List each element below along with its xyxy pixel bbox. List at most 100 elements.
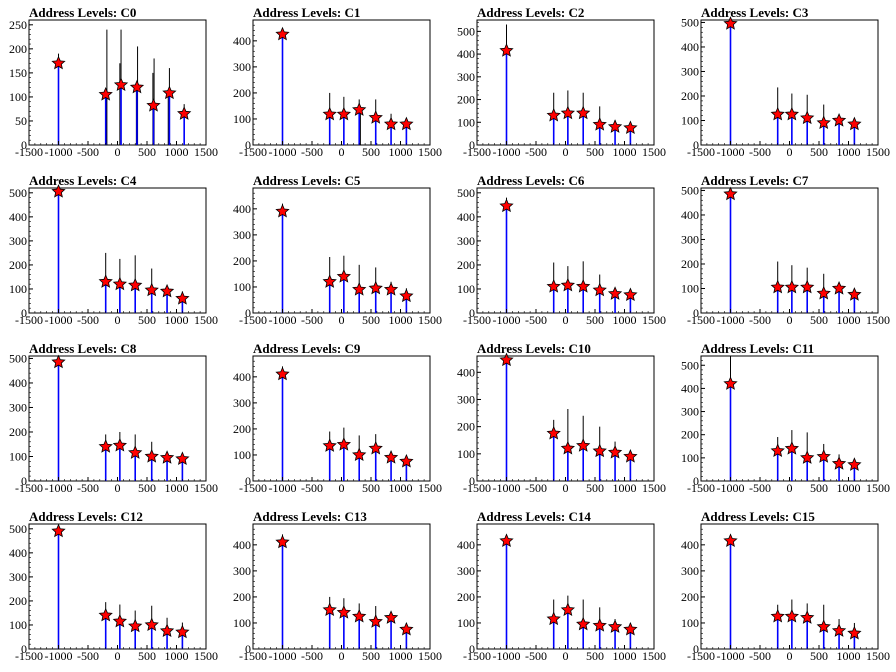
peak-marker: [51, 55, 66, 70]
histogram-bar-fill: [405, 124, 408, 145]
peak-marker: [770, 608, 785, 623]
histogram-bar-fill: [567, 285, 569, 313]
peak-marker: [607, 119, 623, 133]
y-tick-label: 100: [9, 90, 27, 104]
histogram-panel: Address Levels: C11 0 100 200 300 400 500 -1500…: [672, 336, 896, 504]
peak-marker: [159, 283, 175, 298]
histogram-bar-fill: [838, 630, 840, 649]
peak-marker: [144, 282, 159, 297]
peak-marker: [113, 77, 129, 91]
histogram-bar-fill: [104, 615, 107, 649]
peak-marker: [592, 443, 607, 458]
histogram-bar-fill: [104, 446, 107, 481]
histogram-bar-fill: [405, 629, 408, 649]
peak-marker: [336, 437, 351, 451]
histogram-bar-fill: [343, 444, 345, 481]
x-tick-label: -500: [525, 481, 547, 495]
peak-marker: [831, 280, 847, 295]
histogram-panel: Address Levels: C14 0 100 200 300 400 -1500 -10…: [448, 504, 672, 672]
y-tick-label: 500: [457, 186, 475, 200]
peak-marker: [275, 366, 290, 381]
x-tick-label: -500: [525, 145, 547, 159]
peak-marker: [368, 614, 383, 628]
y-tick-label: 400: [457, 538, 475, 552]
histogram-bar-fill: [281, 542, 284, 649]
x-tick-label: -1000: [717, 313, 745, 327]
histogram-bar-fill: [822, 626, 825, 649]
peak-marker: [383, 450, 399, 464]
histogram-bar-fill: [552, 619, 555, 649]
histogram-panel: Address Levels: C10 0 100 200 300 400 -1500 -10…: [448, 336, 672, 504]
peak-marker: [368, 280, 383, 295]
x-tick-label: 1000: [837, 481, 861, 495]
y-tick-label: 0: [21, 642, 27, 656]
histogram-bar-fill: [582, 445, 584, 481]
y-tick-label: 100: [233, 616, 251, 630]
histogram-bar-fill: [791, 287, 793, 313]
peak-marker: [322, 602, 337, 617]
y-tick-label: 300: [681, 405, 699, 419]
histogram-bar-fill: [853, 294, 856, 313]
histogram-bar-fill: [57, 531, 60, 649]
histogram-bar-fill: [791, 448, 793, 481]
x-tick-label: -1000: [45, 313, 73, 327]
histogram-bar-fill: [104, 94, 107, 145]
histogram-panel: Address Levels: C5 0 100 200 300 400 -1500 -100…: [224, 168, 448, 336]
x-tick-label: 0: [115, 481, 121, 495]
histogram-panel: Address Levels: C15 0 100 200 300 400 -1500 -10…: [672, 504, 896, 672]
x-tick-label: -500: [301, 313, 323, 327]
y-tick-label: 0: [21, 306, 27, 320]
y-tick-label: 400: [9, 376, 27, 390]
histogram-bar-fill: [598, 124, 601, 145]
x-tick-label: -500: [749, 145, 771, 159]
histogram-bar-fill: [791, 114, 793, 145]
chart-title: Address Levels: C13: [253, 509, 367, 524]
chart-title: Address Levels: C5: [253, 173, 361, 188]
peak-marker: [383, 116, 399, 131]
peak-marker: [162, 85, 177, 100]
x-tick-label: 0: [339, 649, 345, 663]
x-tick-label: -1500: [239, 145, 267, 159]
peak-marker: [128, 277, 143, 292]
peak-marker: [98, 439, 113, 453]
x-tick-label: -500: [749, 481, 771, 495]
histogram-bar-fill: [582, 286, 584, 313]
x-tick-label: 1500: [194, 145, 218, 159]
histogram-bar-fill: [57, 63, 60, 146]
histogram-bar-fill: [729, 194, 732, 313]
y-tick-label: 300: [233, 396, 251, 410]
histogram-bar-fill: [405, 296, 408, 313]
x-tick-label: 0: [787, 649, 793, 663]
y-tick-label: 200: [457, 420, 475, 434]
histogram-bar-fill: [104, 281, 107, 313]
peak-marker: [144, 448, 159, 463]
chart-title: Address Levels: C10: [477, 341, 591, 356]
histogram-bar-fill: [838, 463, 840, 481]
histogram-bar-fill: [134, 452, 136, 481]
histogram-panel: Address Levels: C1 0 100 200 300 400 -1500 -100…: [224, 0, 448, 168]
peak-marker: [546, 279, 561, 293]
chart-svg: 0 100 200 300 400 -1500 -1000 -500 0 500 1000 1500: [233, 187, 442, 327]
x-tick-label: -1000: [717, 649, 745, 663]
peak-marker: [368, 110, 383, 124]
peak-marker: [98, 607, 113, 622]
y-tick-label: 100: [681, 113, 699, 127]
y-tick-label: 300: [233, 228, 251, 242]
x-tick-label: 0: [563, 649, 569, 663]
x-tick-label: 1000: [389, 649, 413, 663]
x-tick-label: 1000: [389, 313, 413, 327]
histogram-bar-fill: [328, 445, 331, 481]
y-tick-label: 300: [457, 564, 475, 578]
histogram-bar-fill: [776, 450, 779, 481]
y-tick-label: 300: [9, 234, 27, 248]
plot-frame: [476, 355, 655, 482]
histogram-bar-fill: [328, 114, 331, 145]
x-tick-label: 500: [810, 481, 828, 495]
histogram-panel: Address Levels: C3 0 100 200 300 400 500 -1500-…: [672, 0, 896, 168]
x-tick-label: 0: [563, 145, 569, 159]
y-tick-label: 0: [469, 642, 475, 656]
chart-svg: 0 50 100 150 200 250 -1500 -1000 -500 0 500 1000 150…: [9, 18, 218, 159]
x-tick-label: -1500: [687, 481, 715, 495]
x-tick-label: 1000: [389, 481, 413, 495]
histogram-bar-fill: [614, 126, 616, 145]
